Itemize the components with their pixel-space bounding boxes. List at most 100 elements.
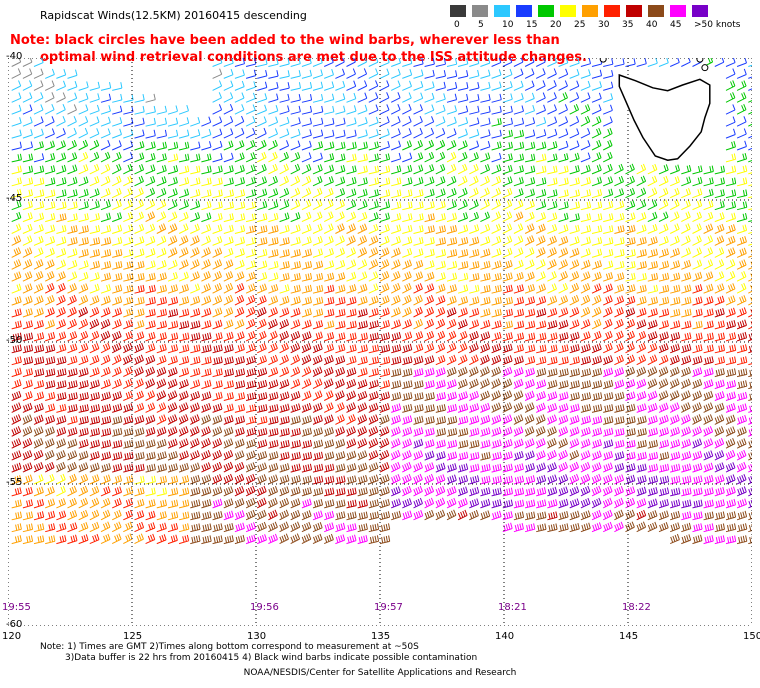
- wind-barb: [324, 439, 335, 449]
- wind-barb: [178, 283, 189, 294]
- wind-barb: [212, 140, 223, 151]
- wind-barb: [368, 92, 379, 103]
- wind-barb: [636, 296, 647, 306]
- wind-barb: [725, 344, 737, 354]
- latitude-label: -55: [6, 477, 23, 488]
- wind-barb: [223, 259, 234, 270]
- wind-barb: [424, 237, 435, 246]
- wind-barb: [603, 404, 614, 413]
- wind-barb: [669, 199, 680, 211]
- wind-barb: [234, 115, 245, 127]
- wind-barb: [625, 261, 636, 270]
- wind-barb: [33, 189, 45, 199]
- wind-barb: [78, 104, 89, 115]
- wind-barb: [279, 463, 290, 473]
- wind-barb: [279, 295, 290, 306]
- wind-barb: [223, 104, 234, 115]
- wind-barb: [223, 294, 234, 306]
- wind-barb: [268, 462, 279, 473]
- wind-barb: [223, 307, 234, 318]
- wind-barb: [324, 247, 334, 258]
- wind-barb: [312, 498, 324, 509]
- wind-barb: [424, 92, 435, 103]
- wind-barb: [614, 58, 625, 67]
- wind-barb: [535, 438, 546, 449]
- wind-barb: [335, 272, 346, 282]
- wind-barb: [591, 318, 602, 330]
- wind-barb: [78, 92, 89, 103]
- wind-barb: [736, 92, 747, 103]
- wind-barb: [379, 116, 390, 127]
- wind-barb: [558, 414, 569, 425]
- wind-barb: [547, 523, 558, 533]
- wind-barb: [178, 165, 190, 175]
- wind-barb: [491, 475, 502, 485]
- wind-barb: [89, 355, 100, 366]
- wind-barb: [446, 318, 457, 330]
- wind-barb: [368, 129, 379, 139]
- wind-barb: [681, 487, 692, 497]
- wind-barb: [290, 427, 301, 437]
- wind-barb: [558, 259, 568, 270]
- wind-barb: [614, 188, 625, 199]
- wind-barb: [212, 368, 223, 378]
- wind-barb: [67, 392, 78, 401]
- wind-barb: [89, 451, 100, 461]
- wind-barb: [190, 283, 200, 294]
- wind-barb: [44, 461, 55, 473]
- wind-barb: [625, 295, 636, 306]
- island: [599, 58, 607, 63]
- wind-barb: [234, 189, 246, 199]
- wind-barb: [11, 308, 22, 318]
- wind-barb: [535, 223, 546, 234]
- wind-barb: [268, 295, 279, 306]
- wind-barb: [457, 378, 468, 390]
- wind-barb: [112, 463, 123, 473]
- wind-barb: [178, 271, 189, 282]
- wind-barb: [279, 497, 290, 509]
- wind-barb: [748, 64, 752, 67]
- wind-barb: [480, 308, 491, 318]
- wind-barb: [614, 486, 624, 497]
- wind-barb: [245, 69, 257, 79]
- wind-barb: [268, 330, 278, 342]
- wind-barb: [257, 58, 268, 67]
- wind-barb: [212, 414, 223, 425]
- wind-barb: [502, 117, 513, 127]
- wind-barb: [524, 58, 535, 67]
- wind-barb: [569, 152, 580, 163]
- wind-barb: [145, 510, 156, 521]
- wind-barb: [312, 81, 324, 91]
- wind-barb: [156, 211, 167, 223]
- wind-barb: [402, 426, 413, 437]
- wind-barb: [301, 81, 313, 91]
- wind-barb: [201, 141, 212, 151]
- legend-swatch: [582, 5, 598, 17]
- wind-barb: [748, 297, 752, 306]
- wind-barb: [22, 141, 33, 151]
- wind-barb: [324, 284, 335, 294]
- wind-barb: [156, 129, 167, 139]
- wind-barb: [379, 438, 390, 449]
- wind-barb: [692, 211, 702, 223]
- wind-barb: [513, 475, 525, 485]
- wind-barb: [480, 236, 491, 246]
- wind-barb: [323, 366, 334, 378]
- wind-barb: [703, 320, 714, 330]
- wind-barb: [748, 159, 752, 163]
- wind-barb: [11, 200, 22, 211]
- wind-barb: [357, 344, 368, 354]
- wind-barb: [725, 474, 736, 485]
- wind-barb: [123, 152, 133, 163]
- wind-barb: [457, 212, 468, 223]
- wind-barb: [212, 474, 223, 485]
- wind-barb: [390, 259, 401, 270]
- wind-barb: [22, 402, 33, 413]
- wind-barb: [513, 247, 524, 258]
- wind-barb: [357, 92, 368, 103]
- wind-barb: [67, 164, 78, 175]
- wind-barb: [245, 236, 257, 246]
- wind-barb: [245, 188, 257, 199]
- wind-barb: [379, 212, 390, 223]
- wind-barb: [156, 522, 167, 533]
